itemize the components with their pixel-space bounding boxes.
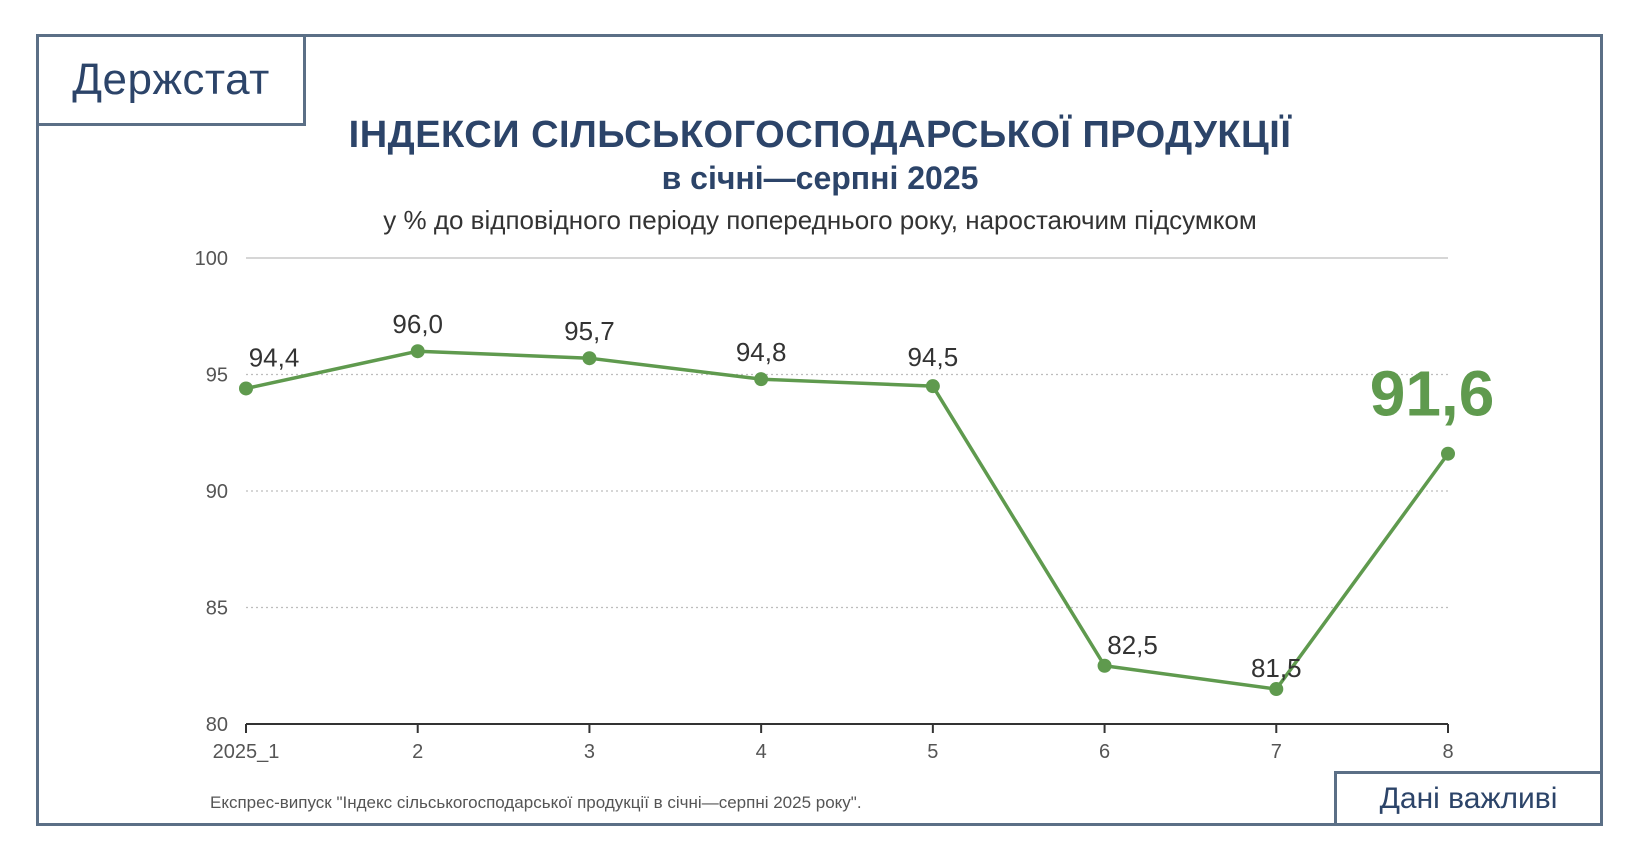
data-point [1269,682,1284,697]
data-point [1097,658,1112,673]
y-tick-label: 85 [206,598,228,620]
y-tick-label: 95 [206,365,228,387]
x-tick-label: 2 [412,741,423,763]
data-label: 94,8 [736,337,787,367]
data-label: 96,0 [392,309,443,339]
chart-frame [36,34,1603,826]
x-tick-label: 6 [1099,741,1110,763]
logo-text: Держстат [72,55,270,104]
x-tick-label: 5 [927,741,938,763]
data-point [925,379,940,394]
data-label-highlight: 91,6 [1370,358,1495,430]
important-text: Дані важливі [1379,781,1558,815]
x-tick-label: 7 [1271,741,1282,763]
x-tick-label: 3 [584,741,595,763]
data-point [754,372,769,387]
series-line [245,349,1450,691]
chart-subtitle: в січні—серпні 2025 [661,160,979,196]
data-point [1441,446,1455,461]
data-label: 94,4 [249,342,300,372]
logo: Держстат [36,34,306,126]
y-tick-label: 90 [206,481,228,503]
data-point [410,344,425,359]
chart-title: ІНДЕКСИ СІЛЬСЬКОГОСПОДАРСЬКОЇ ПРОДУКЦІЇ [348,114,1292,156]
x-tick-label: 2025_1 [213,741,280,763]
source-note: Експрес-випуск "Індекс сільськогосподарс… [210,793,862,812]
data-label: 95,7 [564,316,615,346]
data-label: 81,5 [1251,653,1302,683]
data-label: 94,5 [908,342,959,372]
data-point [582,351,597,366]
data-label: 82,5 [1107,630,1158,660]
x-tick-label: 4 [756,741,767,763]
y-tick-label: 100 [195,248,228,270]
important-badge: Дані важливі [1334,771,1603,826]
data-point [239,381,253,396]
y-tick-label: 80 [206,714,228,736]
x-tick-label: 8 [1442,741,1453,763]
chart-units: у % до відповідного періоду попереднього… [383,205,1257,235]
